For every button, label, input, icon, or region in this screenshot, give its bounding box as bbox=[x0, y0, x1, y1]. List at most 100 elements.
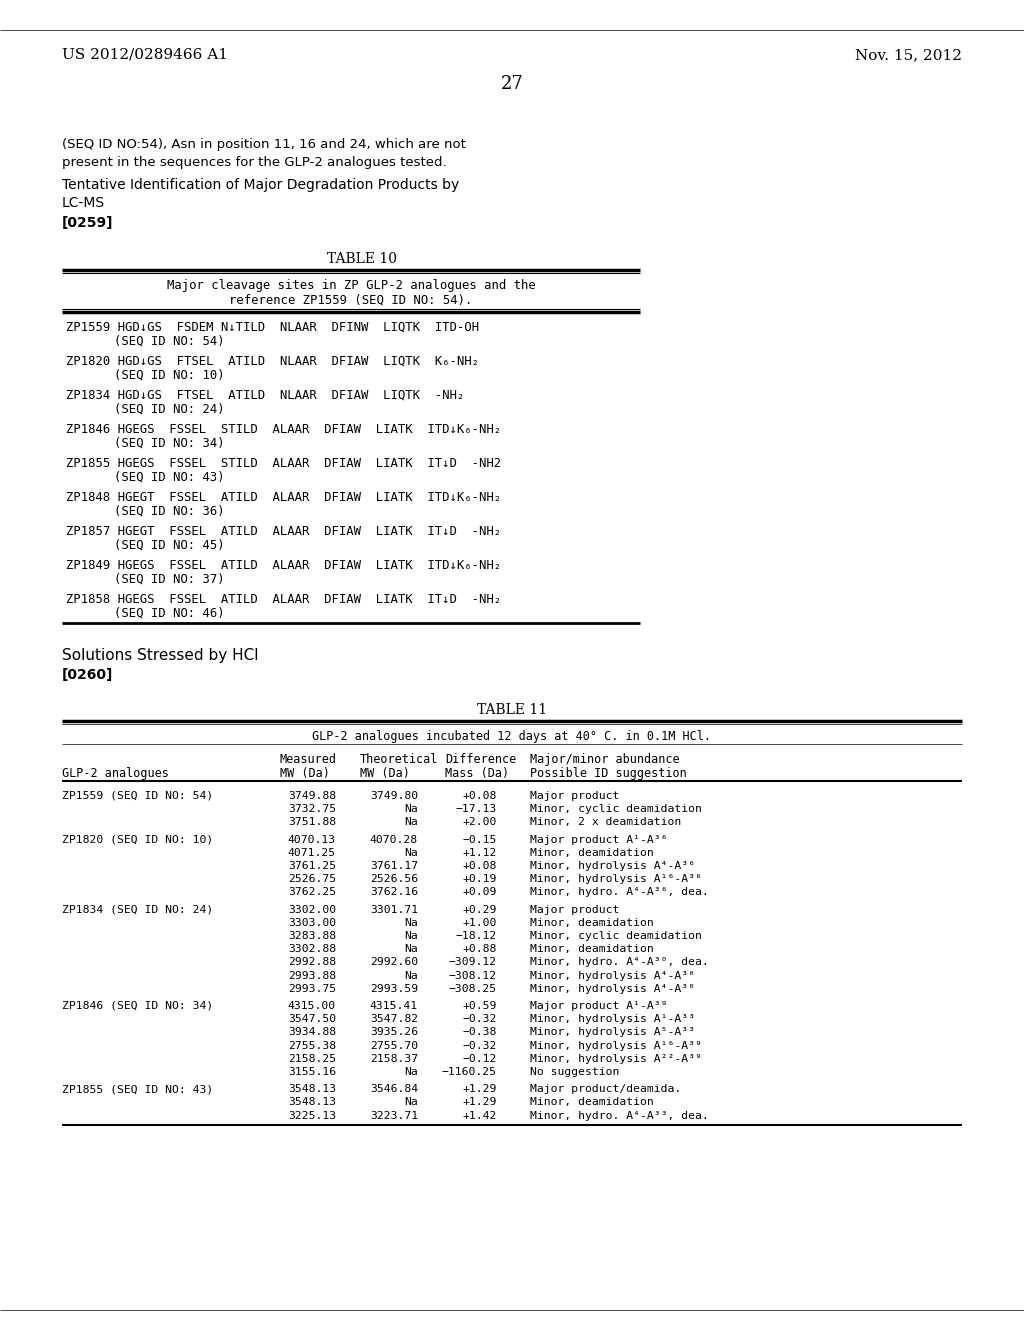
Text: Minor, hydro. A⁴-A³⁰, dea.: Minor, hydro. A⁴-A³⁰, dea. bbox=[530, 957, 709, 968]
Text: TABLE 11: TABLE 11 bbox=[477, 704, 547, 717]
Text: (SEQ ID NO: 54): (SEQ ID NO: 54) bbox=[114, 335, 224, 348]
Text: −308.12: −308.12 bbox=[449, 970, 497, 981]
Text: Mass (Da): Mass (Da) bbox=[445, 767, 509, 780]
Text: 2526.56: 2526.56 bbox=[370, 874, 418, 884]
Text: Minor, hydrolysis A¹⁶-A³⁹: Minor, hydrolysis A¹⁶-A³⁹ bbox=[530, 1040, 701, 1051]
Text: Minor, deamidation: Minor, deamidation bbox=[530, 917, 653, 928]
Text: (SEQ ID NO: 24): (SEQ ID NO: 24) bbox=[114, 403, 224, 416]
Text: 3546.84: 3546.84 bbox=[370, 1084, 418, 1094]
Text: Possible ID suggestion: Possible ID suggestion bbox=[530, 767, 687, 780]
Text: 3761.17: 3761.17 bbox=[370, 861, 418, 871]
Text: Minor, hydrolysis A²²-A³⁹: Minor, hydrolysis A²²-A³⁹ bbox=[530, 1053, 701, 1064]
Text: 3935.26: 3935.26 bbox=[370, 1027, 418, 1038]
Text: −18.12: −18.12 bbox=[456, 931, 497, 941]
Text: 3547.82: 3547.82 bbox=[370, 1014, 418, 1024]
Text: −1160.25: −1160.25 bbox=[442, 1067, 497, 1077]
Text: +1.29: +1.29 bbox=[463, 1097, 497, 1107]
Text: ZP1559 (SEQ ID NO: 54): ZP1559 (SEQ ID NO: 54) bbox=[62, 791, 213, 801]
Text: Na: Na bbox=[404, 970, 418, 981]
Text: ZP1820 HGD↓GS  FTSEL  ATILD  NLAAR  DFIAW  LIQTK  K₆-NH₂: ZP1820 HGD↓GS FTSEL ATILD NLAAR DFIAW LI… bbox=[66, 355, 479, 368]
Text: 2526.75: 2526.75 bbox=[288, 874, 336, 884]
Text: ZP1846 HGEGS  FSSEL  STILD  ALAAR  DFIAW  LIATK  ITD↓K₆-NH₂: ZP1846 HGEGS FSSEL STILD ALAAR DFIAW LIA… bbox=[66, 422, 501, 436]
Text: Minor, hydrolysis A⁴-A³⁶: Minor, hydrolysis A⁴-A³⁶ bbox=[530, 861, 695, 871]
Text: 27: 27 bbox=[501, 75, 523, 92]
Text: Minor, hydrolysis A⁴-A³⁰: Minor, hydrolysis A⁴-A³⁰ bbox=[530, 970, 695, 981]
Text: 3303.00: 3303.00 bbox=[288, 917, 336, 928]
Text: −0.32: −0.32 bbox=[463, 1040, 497, 1051]
Text: Na: Na bbox=[404, 917, 418, 928]
Text: 3732.75: 3732.75 bbox=[288, 804, 336, 814]
Text: Minor, deamidation: Minor, deamidation bbox=[530, 1097, 653, 1107]
Text: ZP1820 (SEQ ID NO: 10): ZP1820 (SEQ ID NO: 10) bbox=[62, 834, 213, 845]
Text: 2158.25: 2158.25 bbox=[288, 1053, 336, 1064]
Text: ZP1855 (SEQ ID NO: 43): ZP1855 (SEQ ID NO: 43) bbox=[62, 1084, 213, 1094]
Text: reference ZP1559 (SEQ ID NO: 54).: reference ZP1559 (SEQ ID NO: 54). bbox=[229, 294, 473, 308]
Text: No suggestion: No suggestion bbox=[530, 1067, 620, 1077]
Text: Minor, hydrolysis A¹-A³³: Minor, hydrolysis A¹-A³³ bbox=[530, 1014, 695, 1024]
Text: 4315.00: 4315.00 bbox=[288, 1001, 336, 1011]
Text: Major product: Major product bbox=[530, 791, 620, 801]
Text: Minor, hydrolysis A¹⁶-A³⁶: Minor, hydrolysis A¹⁶-A³⁶ bbox=[530, 874, 701, 884]
Text: Na: Na bbox=[404, 817, 418, 828]
Text: ZP1858 HGEGS  FSSEL  ATILD  ALAAR  DFIAW  LIATK  IT↓D  -NH₂: ZP1858 HGEGS FSSEL ATILD ALAAR DFIAW LIA… bbox=[66, 593, 501, 606]
Text: Solutions Stressed by HCl: Solutions Stressed by HCl bbox=[62, 648, 258, 663]
Text: +1.29: +1.29 bbox=[463, 1084, 497, 1094]
Text: Nov. 15, 2012: Nov. 15, 2012 bbox=[855, 48, 962, 62]
Text: Major product A¹-A³⁶: Major product A¹-A³⁶ bbox=[530, 834, 668, 845]
Text: 4071.25: 4071.25 bbox=[288, 847, 336, 858]
Text: 3225.13: 3225.13 bbox=[288, 1110, 336, 1121]
Text: 3155.16: 3155.16 bbox=[288, 1067, 336, 1077]
Text: −0.15: −0.15 bbox=[463, 834, 497, 845]
Text: (SEQ ID NO: 46): (SEQ ID NO: 46) bbox=[114, 607, 224, 620]
Text: (SEQ ID NO: 10): (SEQ ID NO: 10) bbox=[114, 370, 224, 381]
Text: 3934.88: 3934.88 bbox=[288, 1027, 336, 1038]
Text: ZP1849 HGEGS  FSSEL  ATILD  ALAAR  DFIAW  LIATK  ITD↓K₆-NH₂: ZP1849 HGEGS FSSEL ATILD ALAAR DFIAW LIA… bbox=[66, 558, 501, 572]
Text: Na: Na bbox=[404, 1067, 418, 1077]
Text: 2992.88: 2992.88 bbox=[288, 957, 336, 968]
Text: −0.12: −0.12 bbox=[463, 1053, 497, 1064]
Text: Tentative Identification of Major Degradation Products by: Tentative Identification of Major Degrad… bbox=[62, 178, 459, 191]
Text: (SEQ ID NO: 36): (SEQ ID NO: 36) bbox=[114, 506, 224, 517]
Text: Major product/deamida.: Major product/deamida. bbox=[530, 1084, 681, 1094]
Text: Minor, hydro. A⁴-A³³, dea.: Minor, hydro. A⁴-A³³, dea. bbox=[530, 1110, 709, 1121]
Text: Minor, hydro. A⁴-A³⁶, dea.: Minor, hydro. A⁴-A³⁶, dea. bbox=[530, 887, 709, 898]
Text: −309.12: −309.12 bbox=[449, 957, 497, 968]
Text: ZP1848 HGEGT  FSSEL  ATILD  ALAAR  DFIAW  LIATK  ITD↓K₆-NH₂: ZP1848 HGEGT FSSEL ATILD ALAAR DFIAW LIA… bbox=[66, 491, 501, 504]
Text: 3548.13: 3548.13 bbox=[288, 1097, 336, 1107]
Text: TABLE 10: TABLE 10 bbox=[327, 252, 397, 267]
Text: 3749.80: 3749.80 bbox=[370, 791, 418, 801]
Text: −17.13: −17.13 bbox=[456, 804, 497, 814]
Text: +0.29: +0.29 bbox=[463, 904, 497, 915]
Text: 2992.60: 2992.60 bbox=[370, 957, 418, 968]
Text: ZP1857 HGEGT  FSSEL  ATILD  ALAAR  DFIAW  LIATK  IT↓D  -NH₂: ZP1857 HGEGT FSSEL ATILD ALAAR DFIAW LIA… bbox=[66, 525, 501, 539]
Text: 3751.88: 3751.88 bbox=[288, 817, 336, 828]
Text: Minor, cyclic deamidation: Minor, cyclic deamidation bbox=[530, 804, 701, 814]
Text: Major product A¹-A³⁹: Major product A¹-A³⁹ bbox=[530, 1001, 668, 1011]
Text: 2993.75: 2993.75 bbox=[288, 983, 336, 994]
Text: Na: Na bbox=[404, 931, 418, 941]
Text: Na: Na bbox=[404, 944, 418, 954]
Text: −0.32: −0.32 bbox=[463, 1014, 497, 1024]
Text: +0.09: +0.09 bbox=[463, 887, 497, 898]
Text: +0.08: +0.08 bbox=[463, 861, 497, 871]
Text: (SEQ ID NO: 45): (SEQ ID NO: 45) bbox=[114, 539, 224, 552]
Text: 4070.13: 4070.13 bbox=[288, 834, 336, 845]
Text: [0260]: [0260] bbox=[62, 668, 114, 682]
Text: 2993.59: 2993.59 bbox=[370, 983, 418, 994]
Text: 3762.25: 3762.25 bbox=[288, 887, 336, 898]
Text: (SEQ ID NO: 37): (SEQ ID NO: 37) bbox=[114, 573, 224, 586]
Text: +1.00: +1.00 bbox=[463, 917, 497, 928]
Text: GLP-2 analogues incubated 12 days at 40° C. in 0.1M HCl.: GLP-2 analogues incubated 12 days at 40°… bbox=[312, 730, 712, 743]
Text: Measured: Measured bbox=[280, 752, 337, 766]
Text: Difference: Difference bbox=[445, 752, 516, 766]
Text: 3302.88: 3302.88 bbox=[288, 944, 336, 954]
Text: Na: Na bbox=[404, 804, 418, 814]
Text: 3548.13: 3548.13 bbox=[288, 1084, 336, 1094]
Text: MW (Da): MW (Da) bbox=[280, 767, 330, 780]
Text: 4315.41: 4315.41 bbox=[370, 1001, 418, 1011]
Text: Na: Na bbox=[404, 1097, 418, 1107]
Text: Minor, cyclic deamidation: Minor, cyclic deamidation bbox=[530, 931, 701, 941]
Text: 2158.37: 2158.37 bbox=[370, 1053, 418, 1064]
Text: LC-MS: LC-MS bbox=[62, 195, 105, 210]
Text: Minor, deamidation: Minor, deamidation bbox=[530, 944, 653, 954]
